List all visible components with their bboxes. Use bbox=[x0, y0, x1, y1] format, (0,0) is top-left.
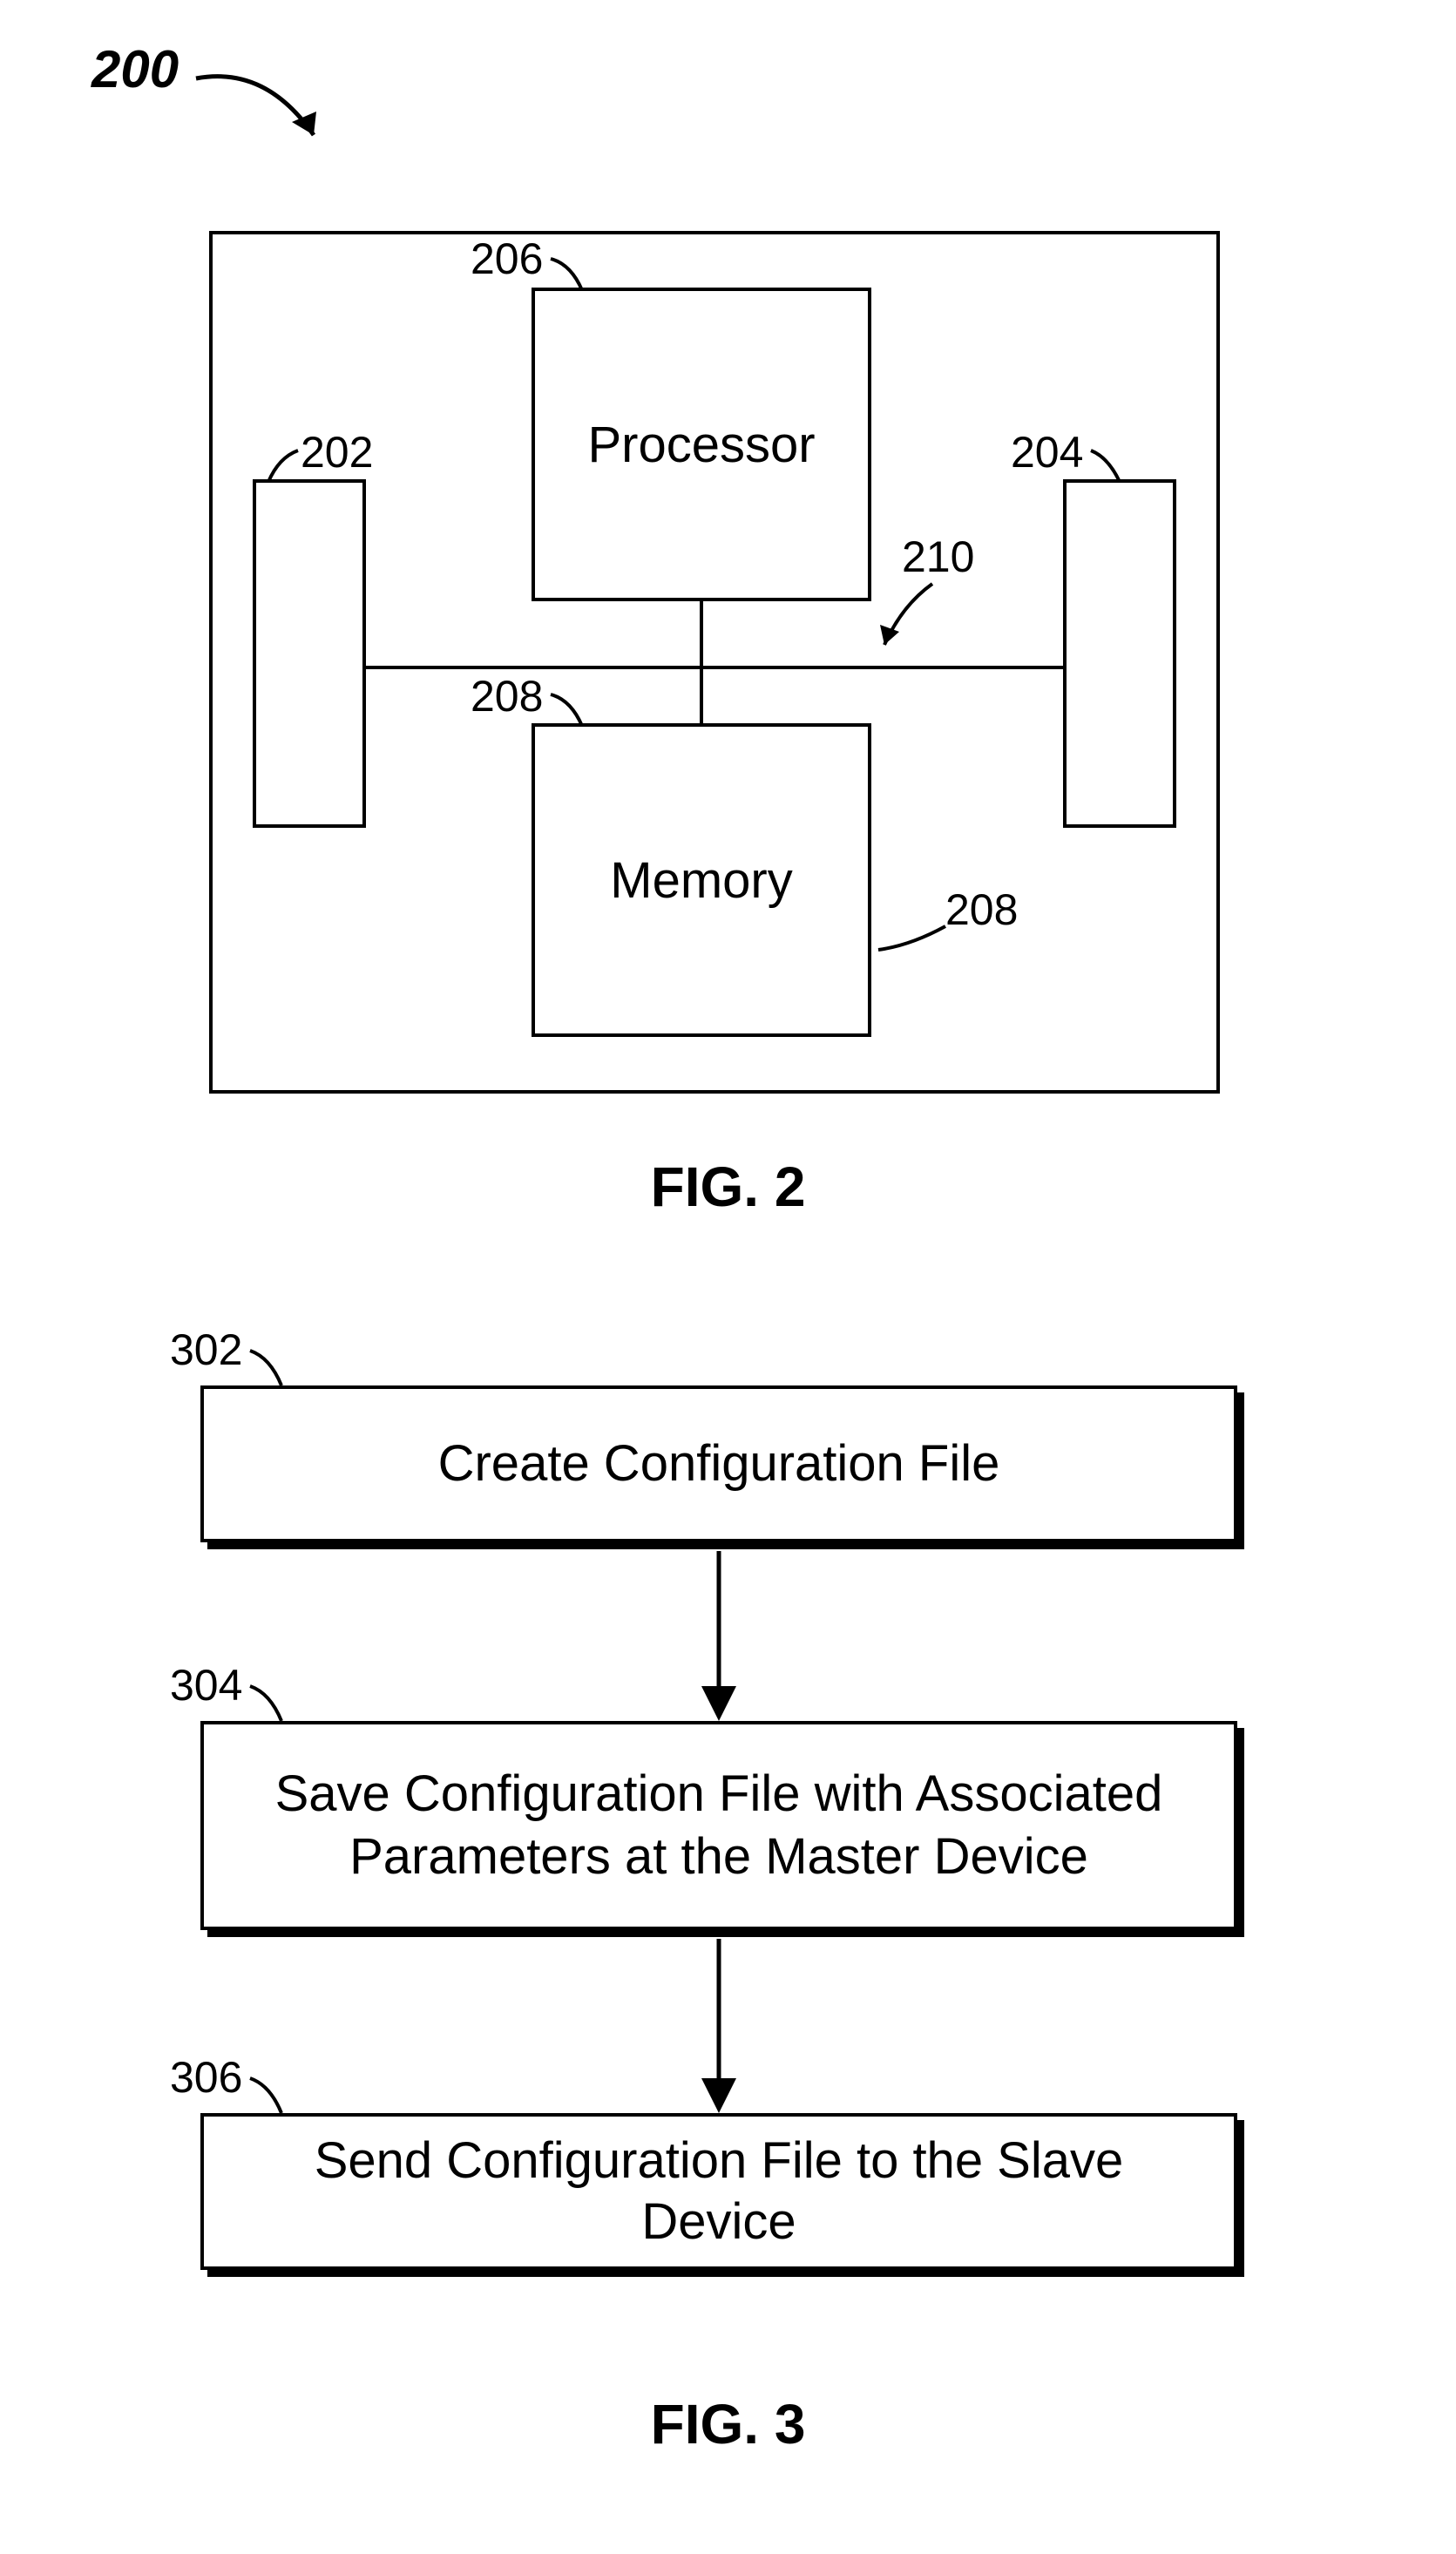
fig3-ref-304: 304 bbox=[170, 1660, 242, 1711]
fig3-ref-306: 306 bbox=[170, 2052, 242, 2103]
fig3-arrow-1 bbox=[697, 1551, 741, 1725]
fig2-caption: FIG. 2 bbox=[0, 1155, 1456, 1219]
fig3-box-304-line2: Parameters at the Master Device bbox=[275, 1826, 1163, 1889]
fig3-box-306-text: Send Configuration File to the Slave Dev… bbox=[239, 2131, 1199, 2252]
fig3-arrow-2 bbox=[697, 1939, 741, 2117]
fig2-ref-210: 210 bbox=[902, 532, 974, 582]
page: 200 Processor 206 Memory 208 202 204 bbox=[0, 0, 1456, 2554]
fig3-box-304-line1: Save Configuration File with Associated bbox=[275, 1763, 1163, 1826]
fig3-box-302-text: Create Configuration File bbox=[438, 1433, 1000, 1494]
fig3-box-306: Send Configuration File to the Slave Dev… bbox=[200, 2113, 1237, 2270]
fig2-ref-210-lead bbox=[871, 579, 950, 675]
fig3-box-304-text: Save Configuration File with Associated … bbox=[275, 1763, 1163, 1889]
fig2-bus-lines bbox=[0, 0, 1456, 1133]
fig2-ref-208-side-lead bbox=[871, 924, 954, 972]
fig3-box-302: Create Configuration File bbox=[200, 1385, 1237, 1542]
fig3-caption: FIG. 3 bbox=[0, 2392, 1456, 2456]
fig3-box-304: Save Configuration File with Associated … bbox=[200, 1721, 1237, 1930]
fig3-ref-302: 302 bbox=[170, 1324, 242, 1375]
fig2-ref-208-side: 208 bbox=[945, 884, 1018, 935]
